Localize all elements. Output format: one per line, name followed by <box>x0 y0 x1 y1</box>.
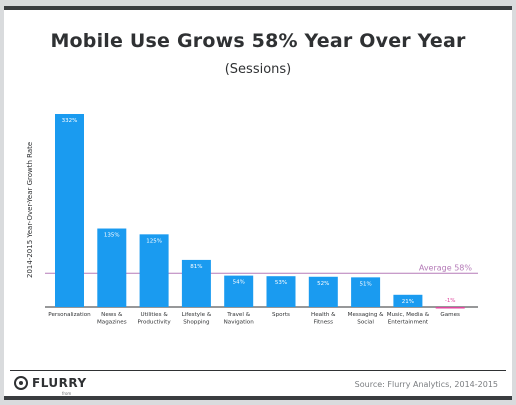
bar <box>393 294 423 307</box>
category-label: Health & <box>311 312 336 318</box>
bar <box>351 277 381 307</box>
bar-value-label: 135% <box>104 233 120 239</box>
bar-value-label: 54% <box>233 280 245 286</box>
category-label: Messaging & <box>348 312 385 318</box>
category-label: Productivity <box>138 320 172 326</box>
category-label: Lifestyle & <box>182 312 212 318</box>
category-label: Music, Media & <box>387 312 430 318</box>
bar <box>435 307 465 309</box>
category-label: Navigation <box>224 320 255 326</box>
bar <box>266 276 296 307</box>
flurry-logo-icon <box>14 376 28 390</box>
category-label: Games <box>440 312 460 318</box>
logo-text: FLURRY <box>32 376 87 390</box>
bar <box>224 275 254 307</box>
average-label: Average 58% <box>419 263 473 272</box>
category-label: Social <box>357 320 374 326</box>
bar-value-label: 52% <box>317 281 329 287</box>
chart-subtitle: (Sessions) <box>224 62 292 77</box>
top-bar <box>4 6 512 10</box>
footer-divider <box>10 370 506 371</box>
category-label: Shopping <box>183 320 210 326</box>
category-label: Travel & <box>226 312 250 318</box>
bar <box>181 259 211 307</box>
category-label: Sports <box>272 312 290 318</box>
bar-value-label: 21% <box>402 299 414 305</box>
bottom-bar <box>4 396 512 400</box>
bar-value-label: 125% <box>146 238 162 244</box>
category-label: Utilities & <box>140 312 168 318</box>
category-label: News & <box>101 312 123 318</box>
bar <box>308 276 338 307</box>
bar-value-label: 332% <box>62 118 78 124</box>
category-label: Magazines <box>97 320 127 326</box>
bar <box>55 114 84 307</box>
bar <box>97 228 127 307</box>
bar-value-label: 51% <box>359 281 371 287</box>
chart-title: Mobile Use Grows 58% Year Over Year <box>50 30 466 52</box>
bar-value-label: 53% <box>275 280 287 286</box>
category-label: Personalization <box>48 312 91 318</box>
bar-value-label: -1% <box>445 298 456 304</box>
category-label: Fitness <box>314 320 333 326</box>
bar <box>139 234 169 307</box>
bar-value-label: 81% <box>190 264 202 270</box>
source-note: Source: Flurry Analytics, 2014-2015 <box>354 380 498 389</box>
chart-card: Mobile Use Grows 58% Year Over Year (Ses… <box>4 6 512 401</box>
category-label: Entertainment <box>388 320 429 326</box>
